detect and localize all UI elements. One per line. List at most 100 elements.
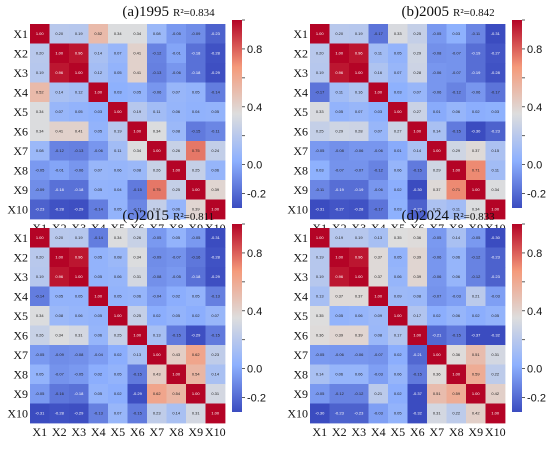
cell-value-label: 0.01 — [394, 148, 403, 153]
heatmap-cell — [329, 63, 350, 83]
heatmap-cell — [69, 364, 89, 385]
cell-value-label: 0.05 — [75, 109, 84, 114]
cell-value-label: 0.25 — [172, 187, 181, 192]
heatmap-cell — [88, 403, 109, 424]
cell-value-label: -0.06 — [152, 90, 162, 95]
cell-value-label: 0.59 — [452, 391, 461, 396]
y-tick-label: X9 — [293, 183, 308, 197]
cell-value-label: 0.31 — [133, 274, 142, 279]
cell-value-label: -0.28 — [55, 411, 65, 416]
cell-value-label: 0.34 — [55, 333, 64, 338]
heatmap-cell — [166, 247, 187, 268]
x-tick-label: X10 — [485, 425, 506, 439]
cell-value-label: 0.16 — [374, 70, 383, 75]
heatmap-cell — [407, 247, 428, 268]
cell-value-label: -0.12 — [471, 255, 481, 260]
cell-value-label: 0.19 — [316, 274, 325, 279]
cell-value-label: 0.06 — [452, 274, 461, 279]
heatmap-cell — [30, 267, 50, 287]
heatmap-cell — [407, 325, 428, 346]
heatmap-cell — [427, 286, 447, 307]
y-tick-label: X8 — [293, 367, 308, 381]
heatmap-cell — [127, 102, 148, 122]
heatmap-cell — [427, 102, 447, 122]
cell-value-label: -0.08 — [432, 51, 442, 56]
cell-value-label: 1.00 — [153, 148, 162, 153]
cell-value-label: -0.06 — [432, 255, 442, 260]
cell-value-label: -0.15 — [133, 187, 143, 192]
heatmap-cell — [186, 141, 206, 161]
heatmap-cell — [388, 247, 408, 268]
cell-value-label: 0.12 — [75, 90, 84, 95]
cell-value-label: 0.03 — [114, 90, 123, 95]
heatmap-cell — [166, 403, 187, 424]
cell-value-label: 0.96 — [75, 51, 84, 56]
cell-value-label: 0.21 — [374, 391, 383, 396]
x-tick-label: X8 — [169, 425, 184, 439]
cell-value-label: 0.05 — [192, 294, 201, 299]
cell-value-label: -0.31 — [35, 411, 45, 416]
heatmap-cell — [166, 43, 187, 64]
heatmap-cell — [349, 345, 369, 365]
heatmap-cell — [407, 403, 428, 424]
cell-value-label: 0.34 — [472, 207, 481, 212]
y-tick-label: X1 — [13, 27, 28, 41]
x-tick-label: X1 — [32, 425, 47, 439]
heatmap-cell — [407, 102, 428, 122]
heatmap-cell — [407, 82, 428, 103]
heatmap-cell — [30, 364, 50, 385]
cell-value-label: -0.09 — [55, 352, 65, 357]
heatmap-cell — [166, 24, 187, 44]
cell-value-label: -0.23 — [335, 411, 345, 416]
cell-value-label: -0.06 — [74, 168, 84, 173]
heatmap-cell — [368, 325, 389, 346]
heatmap-cell — [427, 403, 447, 424]
heatmap-cell — [407, 43, 428, 64]
cell-value-label: 0.54 — [192, 372, 201, 377]
heatmap-cell — [88, 121, 109, 142]
heatmap-panel: (b)2005 R²=0.842 1.00 0.20 0.19 -0.17 0.33 0.25… — [287, 4, 546, 235]
cell-value-label: 0.06 — [133, 294, 142, 299]
heatmap-cell — [388, 199, 408, 220]
heatmap-cell — [69, 384, 89, 404]
heatmap-cell — [127, 24, 148, 44]
cell-value-label: 1.00 — [335, 255, 344, 260]
cell-value-label: 0.05 — [335, 313, 344, 318]
colorbar-tick-label: 0.4 — [527, 306, 542, 318]
cell-value-label: 0.20 — [55, 31, 64, 36]
y-tick-label: X5 — [293, 105, 308, 119]
cell-value-label: 0.03 — [394, 207, 403, 212]
cell-value-label: 0.96 — [55, 70, 64, 75]
cell-value-label: 0.02 — [433, 313, 442, 318]
cell-value-label: 1.00 — [211, 411, 220, 416]
cell-value-label: 0.19 — [335, 235, 344, 240]
cell-value-label: -0.05 — [315, 391, 325, 396]
heatmap-cell — [205, 63, 226, 83]
cell-value-label: 0.37 — [472, 148, 481, 153]
heatmap-cell — [368, 267, 389, 287]
cell-value-label: 0.35 — [316, 313, 325, 318]
heatmap-cell — [205, 43, 226, 64]
cell-value-label: 0.07 — [374, 129, 383, 134]
cell-value-label: 0.39 — [192, 207, 201, 212]
cell-value-label: 0.19 — [75, 235, 84, 240]
cell-value-label: -0.13 — [211, 294, 221, 299]
x-tick-label: X9 — [188, 425, 203, 439]
heatmap-cell — [388, 121, 408, 142]
cell-value-label: 0.14 — [452, 235, 461, 240]
cell-value-label: -0.23 — [354, 411, 364, 416]
cell-value-label: 0.51 — [433, 391, 442, 396]
cell-value-label: -0.06 — [374, 187, 384, 192]
cell-value-label: 0.05 — [94, 274, 103, 279]
cell-value-label: -0.12 — [452, 90, 462, 95]
heatmap-cell — [388, 306, 408, 326]
heatmap-cell — [147, 325, 167, 346]
y-tick-label: X6 — [13, 124, 28, 138]
heatmap-cell — [127, 345, 148, 365]
y-tick-label: X7 — [293, 144, 308, 158]
y-tick-label: X3 — [293, 270, 308, 284]
heatmap-cell — [166, 325, 187, 346]
heatmap-cell — [205, 82, 226, 103]
heatmap-cell — [427, 121, 447, 142]
heatmap-cell — [368, 199, 389, 220]
